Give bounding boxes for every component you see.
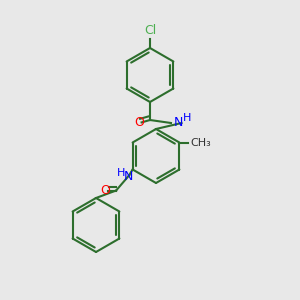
Text: H: H xyxy=(182,113,191,124)
Text: O: O xyxy=(100,184,110,197)
Text: CH₃: CH₃ xyxy=(190,137,211,148)
Text: N: N xyxy=(174,116,183,130)
Text: Cl: Cl xyxy=(144,25,156,38)
Text: H: H xyxy=(117,168,125,178)
Text: O: O xyxy=(135,116,144,130)
Text: N: N xyxy=(123,170,133,184)
